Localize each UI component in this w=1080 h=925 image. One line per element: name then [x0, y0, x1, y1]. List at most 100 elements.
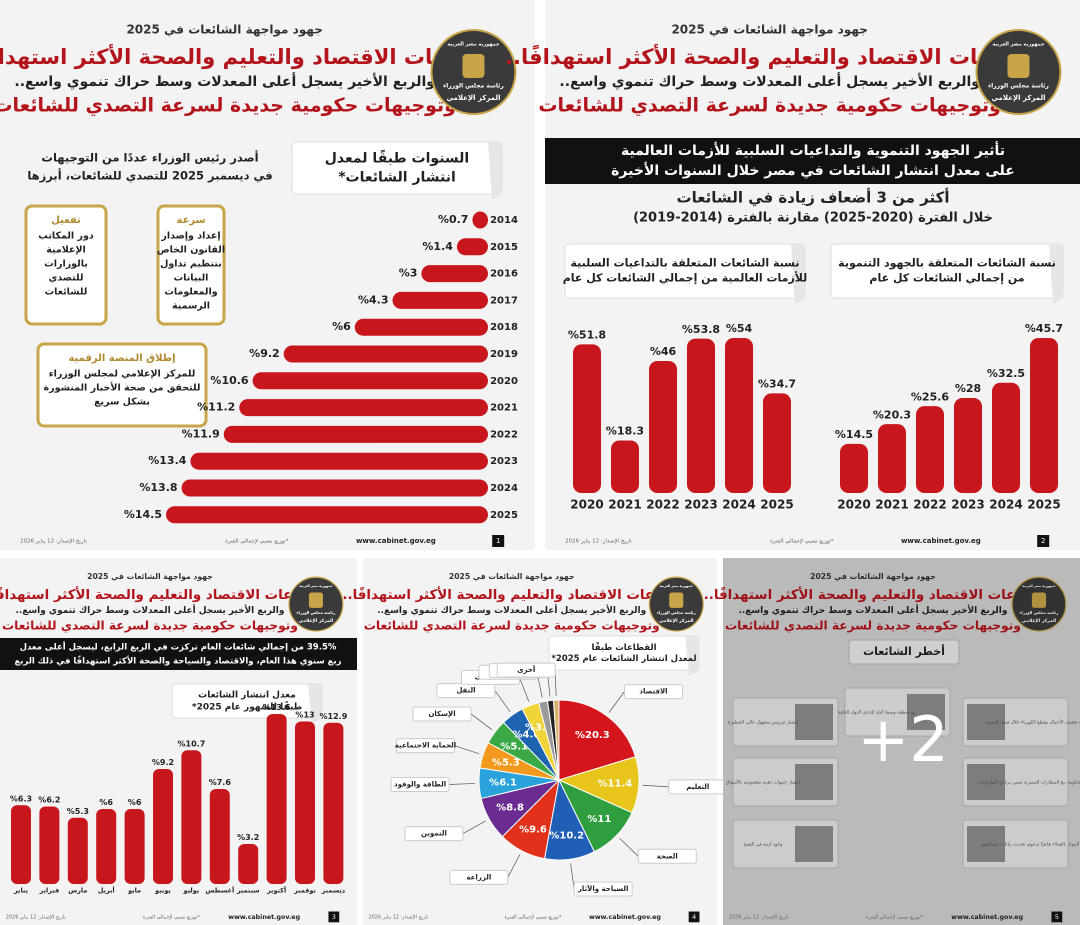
logo-text: المركز الإعلامي [991, 94, 1045, 102]
pie-slice [552, 699, 560, 781]
footer-website: www.cabinet.gov.eg [589, 914, 661, 921]
y-tick-label: 2021 [490, 403, 518, 414]
y-tick-label: 2022 [490, 429, 518, 440]
directive-text: الرسمية [172, 301, 210, 312]
bar [295, 721, 315, 884]
x-tick-label: أكتوبر [266, 886, 286, 895]
logo-text: جمهورية مصر العربية [447, 42, 500, 48]
value-label: %5.3 [492, 758, 520, 769]
x-tick-label: 2020 [570, 498, 603, 512]
header-title-line: والربع الأخير يسجل أعلى المعدلات وسط حرا… [559, 72, 980, 91]
slice-label: التموين [421, 830, 447, 838]
header-title-line: قطاعات الاقتصاد والتعليم والصحة الأكثر ا… [0, 586, 319, 603]
bar [239, 399, 488, 417]
bar [1030, 338, 1058, 493]
value-label: %9.6 [519, 825, 547, 836]
intro-text: أصدر رئيس الوزراء عددًا من التوجيهات [41, 150, 258, 166]
y-tick-label: 2019 [490, 349, 518, 360]
rumor-text: انتشار جنيهات ذهبية مغشوشة بالأسواق [726, 779, 800, 786]
chart-title-curl [308, 684, 322, 724]
more-images-count[interactable]: +2 [857, 703, 948, 776]
bar [354, 318, 488, 336]
value-label: %9.2 [249, 347, 280, 360]
directive-text: والمعلومات [164, 287, 217, 298]
x-tick-label: فبراير [39, 887, 60, 895]
footer-note: *توزيع نسبي لإجمالي الفترة [866, 914, 923, 920]
x-tick-label: أغسطس [205, 886, 234, 895]
x-tick-label: 2025 [760, 498, 793, 512]
leader-line [507, 854, 521, 878]
chart-title: طبقًا للشهور عام 2025* [192, 701, 302, 713]
value-label: %6.3 [10, 794, 32, 803]
y-tick-label: 2017 [490, 295, 518, 306]
value-label: %6 [128, 798, 142, 807]
leader-line [642, 784, 669, 788]
bar [166, 506, 488, 524]
page-number: 5 [1055, 914, 1059, 921]
section-heading: أخطر الشائعات [863, 644, 945, 658]
directive-box [156, 204, 226, 326]
leader-line [619, 838, 639, 857]
footer-date: تاريخ الإصدار: 12 يناير 2026 [729, 914, 789, 920]
header-kicker: جهود مواجهة الشائعات في 2025 [671, 23, 867, 38]
page-number-box [688, 911, 700, 923]
value-label: %54 [726, 322, 753, 335]
y-tick-label: 2018 [490, 322, 518, 333]
slide-1: جهود مواجهة الشائعات في 2025 قطاعات الاقت… [0, 0, 535, 550]
directive-heading: تفعيل [51, 215, 81, 226]
logo-text: رئاسة مجلس الوزراء [297, 610, 336, 615]
value-label: %6.2 [38, 796, 60, 805]
logo-eagle [308, 592, 323, 608]
y-tick-label: 2025 [490, 510, 518, 521]
header-title-line: وتوجيهات حكومية جديدة لسرعة التصدي للشائ… [0, 95, 456, 118]
rumor-photo [967, 764, 1005, 800]
bar [238, 844, 259, 884]
value-label: %13.8 [139, 481, 177, 494]
rumor-photo [795, 826, 833, 862]
pie-slice [558, 699, 637, 781]
chart-title: القطاعات طبقًا [592, 641, 657, 653]
leader-line [454, 745, 480, 755]
y-tick-label: 2024 [490, 483, 518, 494]
rumor-text: وجود أزمة في القمح [744, 841, 783, 848]
directive-text: للتصدي [49, 273, 84, 284]
chart-title-curl [791, 244, 805, 304]
leader-line [449, 783, 476, 785]
header-title-line: وتوجيهات حكومية جديدة لسرعة التصدي للشائ… [725, 618, 1021, 632]
footer-note: *توزيع نسبي لإجمالي الفترة [770, 539, 834, 545]
rumor-text: انتشار فيروس مجهول عالي الخطورة [728, 721, 798, 726]
value-label: %7.6 [209, 778, 232, 787]
header-kicker: جهود مواجهة الشائعات في 2025 [87, 572, 213, 581]
page-number: 1 [496, 537, 500, 545]
page-number-box [492, 535, 505, 547]
band-text: 39.5% من إجمالي شائعات العام تركزت في ال… [20, 641, 337, 653]
directive-box [24, 204, 108, 326]
header-title-line: وتوجيهات حكومية جديدة لسرعة التصدي للشائ… [2, 618, 298, 632]
highlight-text: خلال الفترة (2020-2025) مقارنة بالفترة (… [633, 211, 993, 226]
bar [209, 789, 230, 884]
bar [283, 345, 488, 363]
bar [124, 809, 145, 884]
bar [573, 344, 601, 493]
legend-box [404, 826, 464, 842]
x-tick-label: 2025 [1027, 498, 1060, 512]
value-label: %14.5 [124, 508, 162, 521]
leader-line [470, 713, 493, 730]
directive-heading: إطلاق المنصة الرقمية [68, 353, 175, 364]
value-label: %6.1 [489, 777, 517, 788]
x-tick-label: 2023 [951, 498, 984, 512]
value-label: %4.3 [358, 293, 389, 306]
value-label: %0.7 [438, 213, 469, 226]
value-label: %45.7 [1025, 322, 1063, 335]
page-number-box [1037, 535, 1050, 547]
value-label: %14.5 [835, 428, 873, 441]
x-tick-label: 2024 [722, 498, 755, 512]
directive-text: بالوزارات [44, 259, 88, 270]
value-label: %6 [99, 798, 113, 807]
value-label: %11.9 [182, 427, 220, 440]
header-title-line: وتوجيهات حكومية جديدة لسرعة التصدي للشائ… [538, 95, 1001, 118]
slide-5: جهود مواجهة الشائعات في 2025 قطاعات الاقت… [704, 558, 1080, 925]
bar [392, 291, 488, 309]
x-tick-label: 2021 [608, 498, 641, 512]
bar [252, 372, 488, 390]
